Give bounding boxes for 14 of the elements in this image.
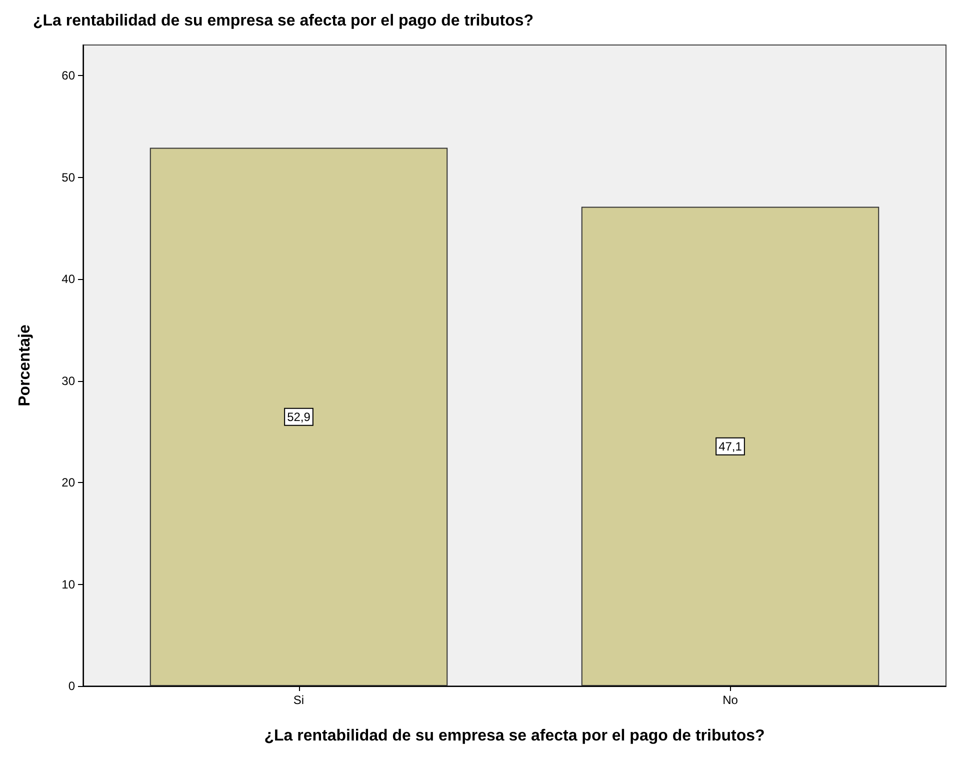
x-tick-label: No bbox=[722, 693, 738, 707]
y-tick-label: 0 bbox=[68, 679, 76, 693]
y-axis-title: Porcentaje bbox=[16, 324, 34, 406]
x-axis-title: ¿La rentabilidad de su empresa se afecta por el pago de tributos? bbox=[264, 728, 765, 744]
y-tick-label: 20 bbox=[62, 476, 76, 490]
data-label: 47,1 bbox=[718, 439, 742, 454]
y-tick-label: 30 bbox=[62, 374, 76, 388]
y-tick-label: 40 bbox=[62, 272, 76, 286]
x-tick-label: Si bbox=[293, 693, 304, 707]
y-tick-label: 60 bbox=[62, 68, 76, 83]
chart-title: ¿La rentabilidad de su empresa se afecta por el pago de tributos? bbox=[33, 12, 534, 30]
data-label: 52,9 bbox=[287, 410, 311, 424]
y-tick-label: 10 bbox=[62, 577, 76, 592]
y-tick-label: 50 bbox=[62, 170, 76, 184]
